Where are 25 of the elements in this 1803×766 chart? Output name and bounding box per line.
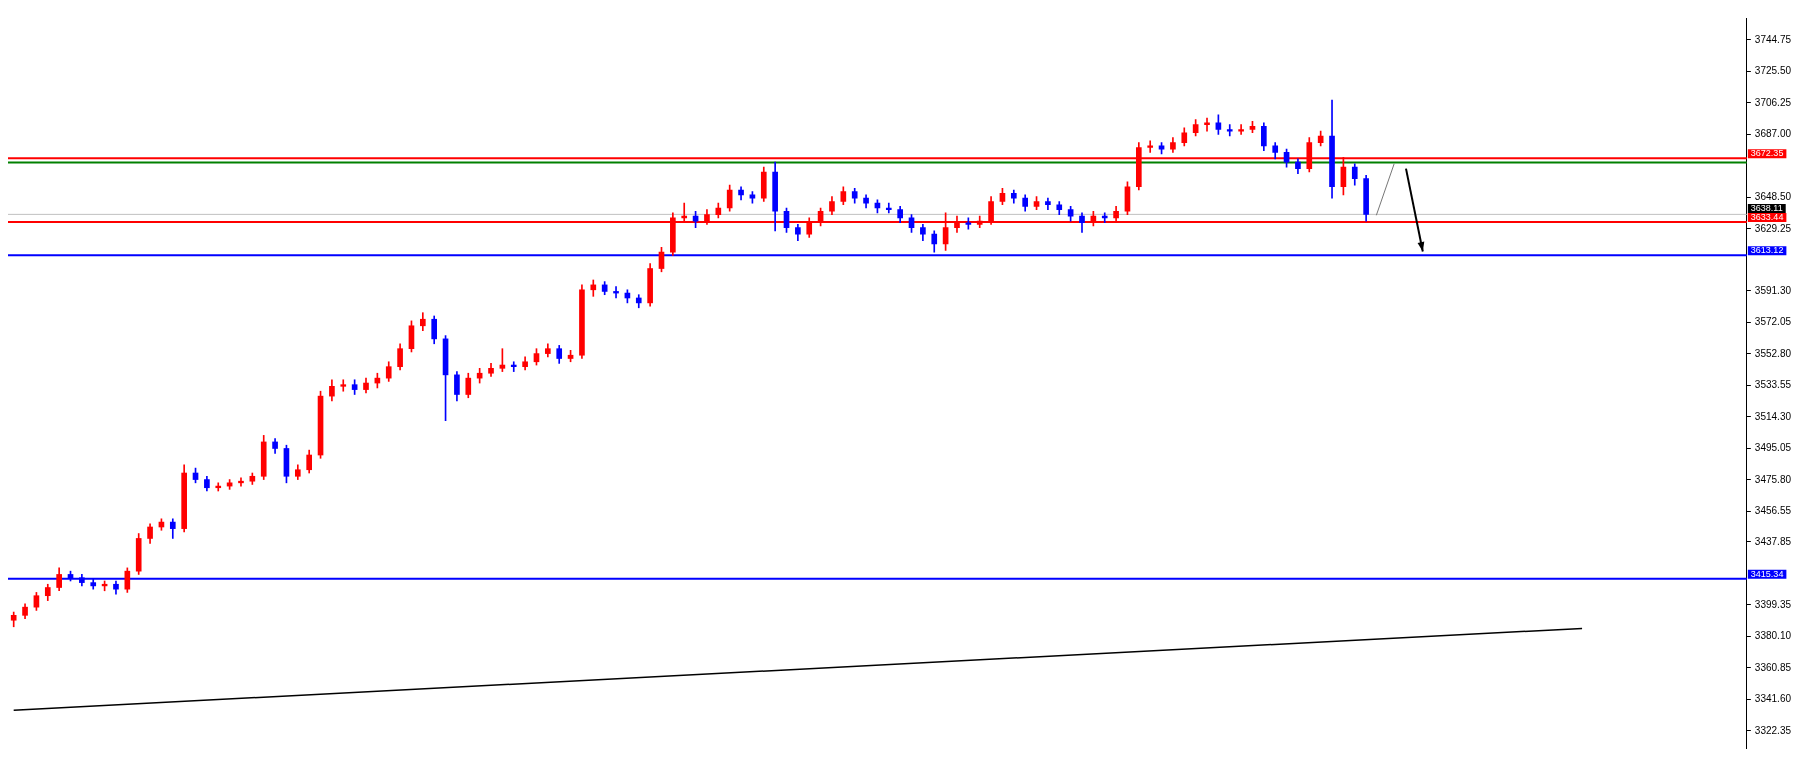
y-tick-label: 3495.05 (1754, 442, 1792, 454)
ref-line-label: 3613.12 (1750, 245, 1784, 256)
y-tick-label: 3399.35 (1754, 598, 1792, 610)
y-tick-label: 3456.55 (1754, 505, 1792, 517)
y-tick-label: 3360.85 (1754, 661, 1792, 673)
y-tick-label: 3552.80 (1754, 347, 1792, 359)
y-tick-label: 3475.80 (1754, 473, 1792, 485)
ref-line-label: 3672.35 (1750, 148, 1784, 159)
y-tick-label: 3533.55 (1754, 379, 1792, 391)
y-tick-label: 3706.25 (1754, 96, 1792, 108)
y-tick-label: 3380.10 (1754, 630, 1792, 642)
ref-line-label: 3638.11 (1750, 202, 1783, 213)
y-tick-label: 3572.05 (1754, 316, 1792, 328)
y-tick-label: 3437.85 (1754, 535, 1792, 547)
y-tick-label: 3322.35 (1754, 724, 1792, 736)
y-tick-label: 3744.75 (1754, 33, 1792, 45)
y-tick-label: 3514.30 (1754, 410, 1792, 422)
y-tick-label: 3725.50 (1754, 65, 1792, 77)
y-tick-label: 3591.30 (1754, 284, 1792, 296)
y-tick-label: 3629.25 (1754, 222, 1792, 234)
ref-line-label: 3415.34 (1750, 568, 1784, 579)
y-tick-label: 3648.50 (1754, 191, 1792, 203)
y-tick-label: 3687.00 (1754, 128, 1792, 140)
ref-line-label: 3633.44 (1750, 211, 1784, 222)
y-tick-label: 3341.60 (1754, 693, 1792, 705)
